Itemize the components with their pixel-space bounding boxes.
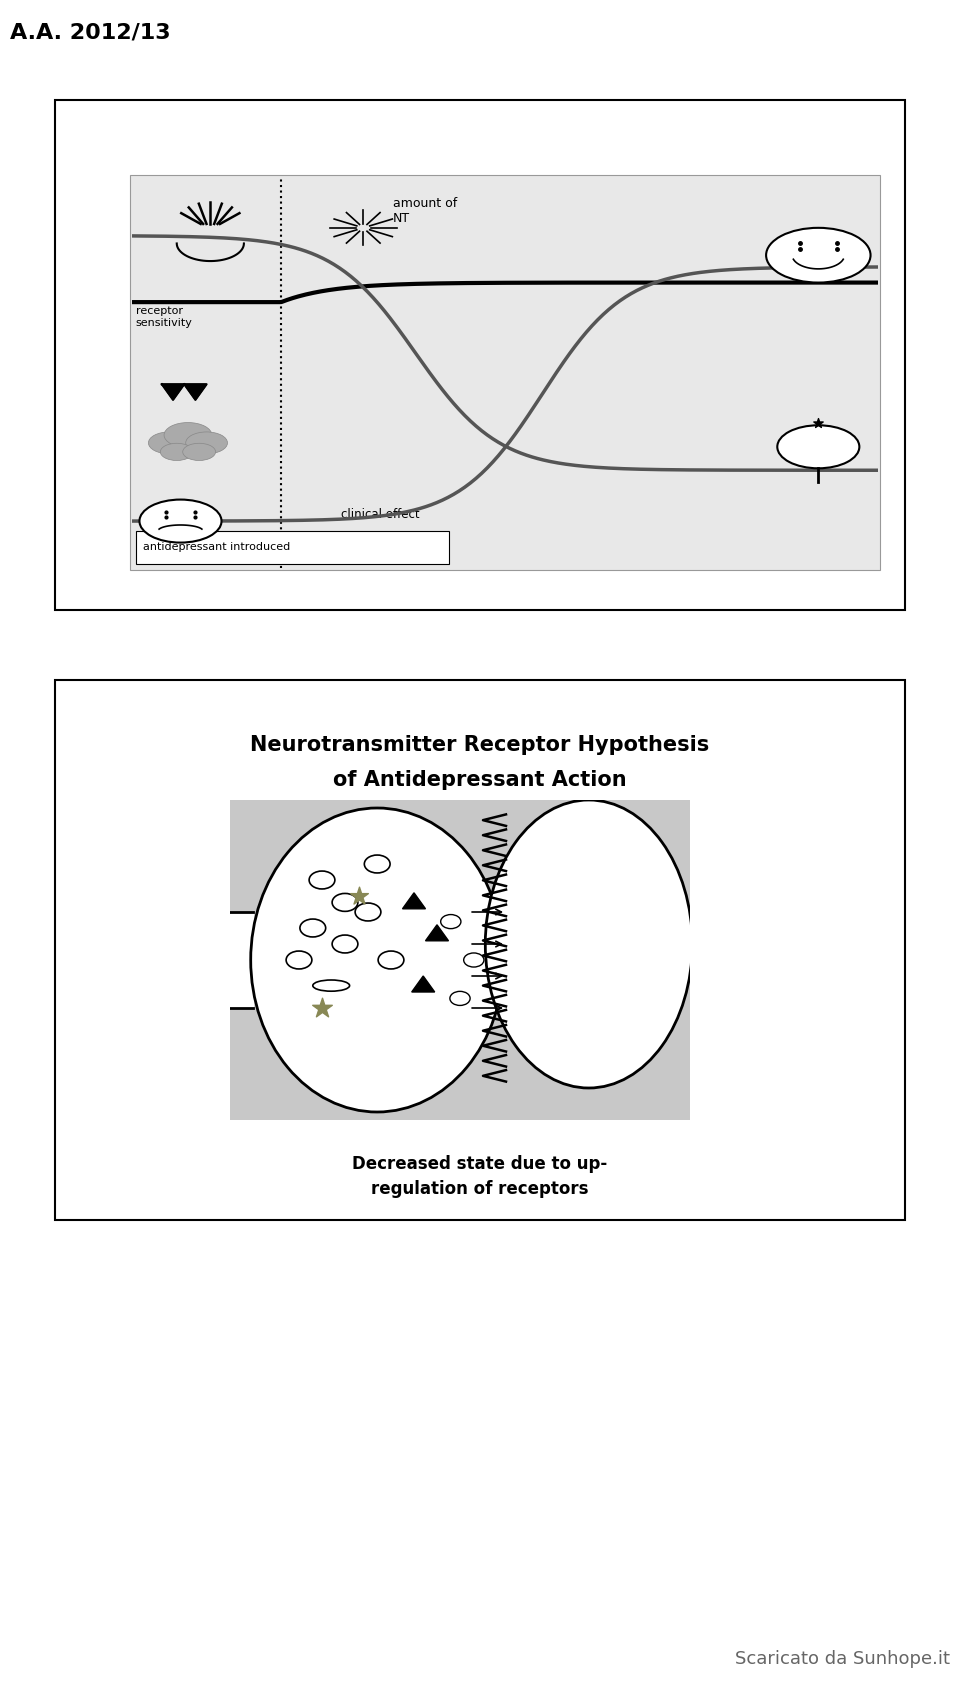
Circle shape (778, 425, 859, 468)
Bar (55, 680, 905, 1220)
Circle shape (149, 432, 190, 454)
Ellipse shape (486, 800, 692, 1089)
Circle shape (441, 915, 461, 928)
Circle shape (185, 432, 228, 454)
Circle shape (139, 500, 222, 542)
Circle shape (182, 444, 216, 461)
Bar (230, 800, 690, 1121)
Circle shape (300, 918, 325, 937)
Circle shape (464, 954, 484, 967)
Polygon shape (402, 893, 425, 908)
Point (351, 883, 367, 910)
Circle shape (365, 856, 390, 873)
Circle shape (164, 422, 212, 447)
Circle shape (766, 228, 871, 282)
Text: clinical effect: clinical effect (341, 508, 420, 522)
Text: Decreased state due to up-: Decreased state due to up- (352, 1155, 608, 1173)
Circle shape (378, 950, 404, 969)
Text: amount of
NT: amount of NT (393, 196, 457, 225)
Text: Scaricato da Sunhope.it: Scaricato da Sunhope.it (735, 1649, 950, 1668)
Polygon shape (162, 385, 184, 400)
Text: A.A. 2012/13: A.A. 2012/13 (10, 22, 171, 42)
Point (810, 410, 826, 437)
Text: antidepressant introduced: antidepressant introduced (143, 542, 291, 552)
Text: of Antidepressant Action: of Antidepressant Action (333, 770, 627, 790)
Text: Neurotransmitter Receptor Hypothesis: Neurotransmitter Receptor Hypothesis (251, 734, 709, 755)
Circle shape (332, 935, 358, 954)
Polygon shape (207, 912, 253, 1008)
Point (314, 994, 329, 1021)
Bar (135, 530, 449, 564)
Text: regulation of receptors: regulation of receptors (372, 1180, 588, 1198)
Circle shape (160, 444, 193, 461)
Polygon shape (184, 385, 206, 400)
Bar (55, 100, 905, 609)
Circle shape (332, 893, 358, 912)
Circle shape (355, 903, 381, 922)
Circle shape (286, 950, 312, 969)
Ellipse shape (313, 981, 349, 991)
Circle shape (309, 871, 335, 890)
Text: receptor
sensitivity: receptor sensitivity (135, 306, 193, 327)
Polygon shape (425, 925, 448, 940)
Polygon shape (412, 976, 435, 993)
Bar (130, 176, 880, 571)
Circle shape (450, 991, 470, 1006)
Ellipse shape (251, 809, 504, 1112)
